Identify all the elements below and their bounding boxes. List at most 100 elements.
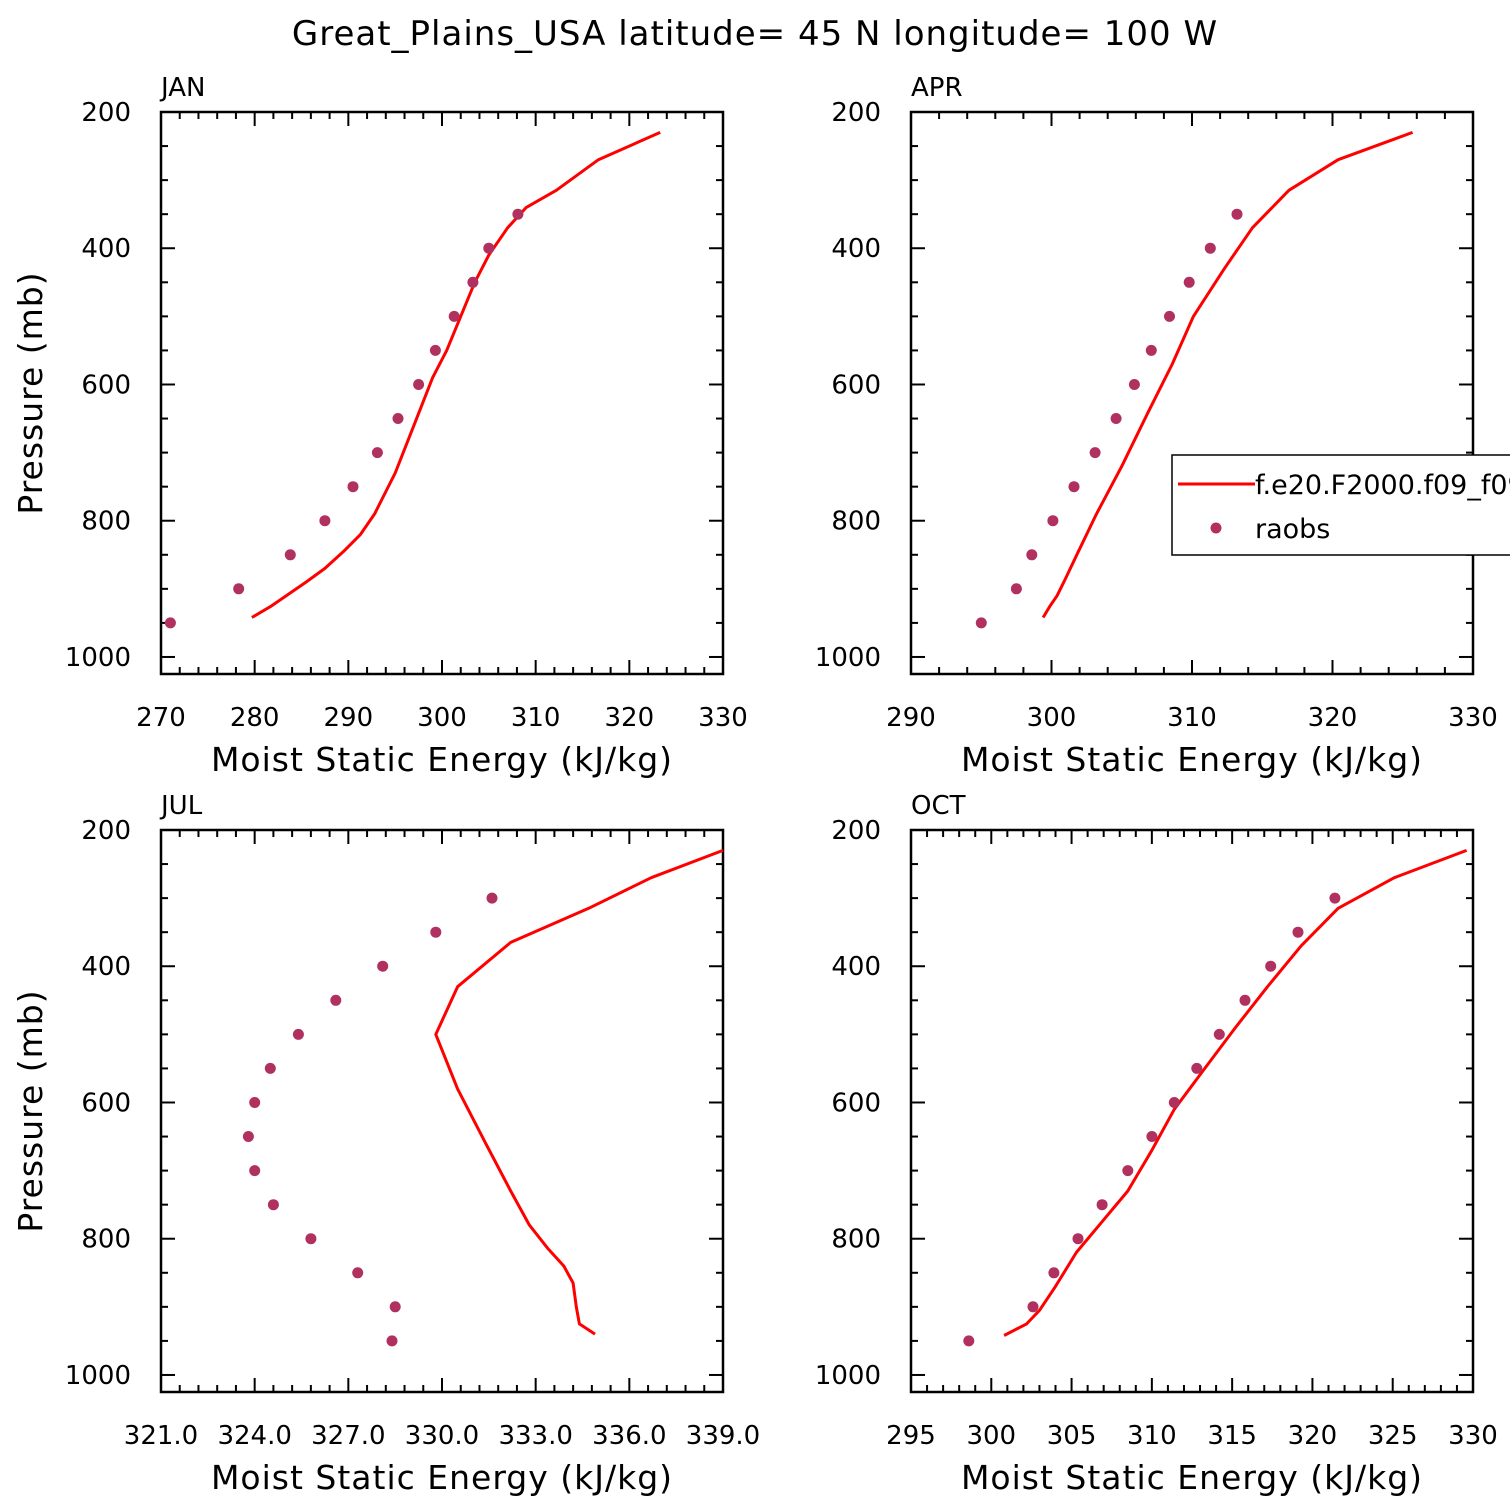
- legend: f.e20.F2000.f09_f09 raobs: [1171, 454, 1510, 556]
- plot-frame: [909, 828, 1475, 1394]
- raobs-point: [1329, 892, 1341, 904]
- x-tick-label: 339.0: [686, 1421, 760, 1451]
- raobs-point: [975, 617, 987, 629]
- raobs-point: [330, 994, 342, 1006]
- x-tick-label: 327.0: [311, 1421, 385, 1451]
- raobs-point: [1231, 208, 1243, 220]
- raobs-point: [1047, 515, 1059, 527]
- x-tick-label: 320: [1308, 703, 1358, 733]
- panel-label: APR: [911, 73, 963, 103]
- raobs-point: [1072, 1233, 1084, 1245]
- legend-obs-label: raobs: [1255, 514, 1330, 545]
- legend-obs-marker: [1210, 522, 1222, 534]
- raobs-point: [1027, 1301, 1039, 1313]
- raobs-point: [1068, 481, 1080, 493]
- x-tick-label: 280: [230, 703, 280, 733]
- raobs-point: [292, 1028, 304, 1040]
- raobs-point: [1145, 344, 1157, 356]
- raobs-point: [1110, 413, 1122, 424]
- raobs-point: [319, 515, 331, 527]
- raobs-point: [1265, 960, 1277, 972]
- raobs-point: [242, 1131, 254, 1142]
- y-tick-label: 600: [81, 1088, 131, 1118]
- y-tick-label: 400: [81, 234, 131, 264]
- x-tick-label: 305: [1047, 1421, 1097, 1451]
- raobs-point: [249, 1097, 261, 1108]
- y-tick-label: 1000: [65, 1361, 131, 1391]
- y-tick-label: 800: [81, 507, 131, 537]
- y-axis-label: Pressure (mb): [11, 271, 50, 514]
- raobs-point: [963, 1335, 975, 1347]
- raobs-point: [1183, 276, 1195, 288]
- raobs-point: [486, 892, 498, 904]
- plot-frame: [159, 828, 725, 1394]
- panel-jan: JAN 270 280 290 300 310 320 330 200 400 600 800 1000…: [11, 73, 748, 779]
- x-tick-label: 295: [886, 1421, 936, 1451]
- panel-apr: APR 290 300 310 320 330 200 400 600 800 1000 Moist …: [815, 73, 1498, 779]
- y-axis-label: Pressure (mb): [11, 989, 50, 1232]
- legend-model-label: f.e20.F2000.f09_f09: [1255, 470, 1510, 501]
- raobs-point: [1128, 379, 1140, 390]
- raobs-point: [1191, 1062, 1203, 1074]
- x-axis-label: Moist Static Energy (kJ/kg): [211, 740, 673, 779]
- x-tick-label: 320: [1288, 1421, 1338, 1451]
- x-tick-label: 300: [966, 1421, 1016, 1451]
- x-tick-label: 290: [324, 703, 374, 733]
- raobs-point: [1239, 994, 1251, 1006]
- raobs-point: [1089, 447, 1101, 459]
- raobs-point: [512, 208, 524, 220]
- x-tick-label: 310: [1167, 703, 1217, 733]
- raobs-point: [1010, 583, 1022, 595]
- raobs-point: [347, 481, 359, 493]
- y-tick-label: 600: [831, 370, 881, 400]
- x-tick-label: 321.0: [124, 1421, 198, 1451]
- x-tick-label: 300: [1027, 703, 1077, 733]
- x-tick-label: 330.0: [405, 1421, 479, 1451]
- raobs-point: [413, 379, 425, 390]
- plot-frame: [909, 110, 1475, 676]
- x-tick-label: 300: [417, 703, 467, 733]
- raobs-point: [1164, 310, 1175, 322]
- x-tick-label: 315: [1207, 1421, 1257, 1451]
- y-tick-label: 400: [81, 952, 131, 982]
- x-tick-label: 325: [1368, 1421, 1418, 1451]
- raobs-point: [392, 413, 404, 424]
- raobs-point: [1048, 1267, 1060, 1279]
- raobs-point: [430, 926, 442, 938]
- raobs-point: [386, 1335, 398, 1347]
- raobs-point: [448, 310, 460, 322]
- x-tick-label: 336.0: [592, 1421, 666, 1451]
- y-tick-label: 1000: [815, 1361, 881, 1391]
- x-tick-label: 320: [605, 703, 655, 733]
- x-axis-label: Moist Static Energy (kJ/kg): [961, 740, 1423, 779]
- y-tick-label: 800: [831, 507, 881, 537]
- raobs-point: [284, 549, 296, 561]
- x-tick-label: 270: [136, 703, 186, 733]
- model-line-apr: [1041, 130, 1414, 619]
- panel-label: OCT: [911, 791, 966, 821]
- x-tick-label: 330: [1448, 1421, 1498, 1451]
- model-line-oct: [1003, 848, 1468, 1337]
- panel-jul: JUL 321.0 324.0 327.0 330.0 333.0 336.0 339.0 20…: [11, 791, 760, 1497]
- x-axis-label: Moist Static Energy (kJ/kg): [961, 1458, 1423, 1497]
- x-tick-label: 330: [698, 703, 748, 733]
- panel-oct: OCT 295 300 305 310 315 320 325 330 200 400 600 800 1…: [815, 791, 1498, 1497]
- raobs-point: [264, 1062, 276, 1074]
- panel-label: JAN: [159, 73, 205, 103]
- x-tick-label: 310: [511, 703, 561, 733]
- y-tick-label: 200: [81, 816, 131, 846]
- raobs-point: [1146, 1131, 1158, 1142]
- legend-box: [1171, 454, 1510, 556]
- y-tick-label: 200: [81, 98, 131, 128]
- raobs-point: [371, 447, 383, 459]
- raobs-point: [233, 583, 245, 595]
- x-tick-label: 330: [1448, 703, 1498, 733]
- y-tick-label: 600: [81, 370, 131, 400]
- raobs-point: [1168, 1097, 1180, 1108]
- raobs-point: [377, 960, 389, 972]
- y-tick-label: 1000: [65, 643, 131, 673]
- x-tick-label: 333.0: [498, 1421, 572, 1451]
- y-tick-label: 800: [831, 1225, 881, 1255]
- x-tick-label: 324.0: [217, 1421, 291, 1451]
